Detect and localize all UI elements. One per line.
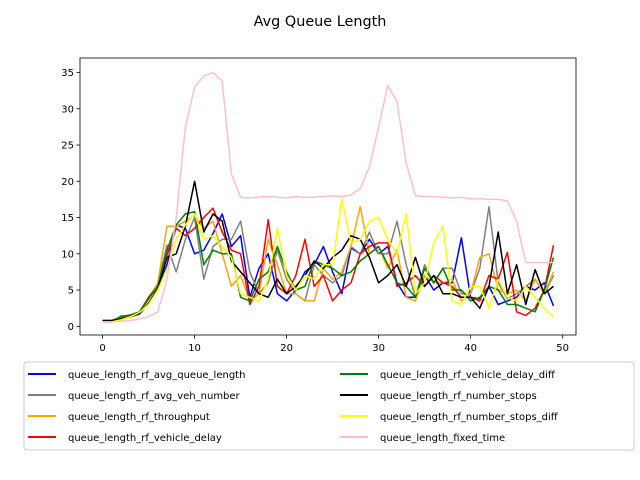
legend-label-4: queue_length_rf_vehicle_delay_diff [380, 370, 556, 381]
y-tick-label-7: 35 [61, 68, 74, 79]
y-tick-label-6: 30 [61, 104, 74, 115]
series-line-4 [102, 210, 555, 323]
x-tick-label-5: 50 [556, 343, 569, 354]
y-tick-label-0: 0 [68, 322, 74, 333]
axes-layer: 0 10 20 30 40 50 0 5 10 15 20 25 30 35 [61, 68, 569, 354]
series-layer [102, 71, 555, 324]
series-line-6 [102, 198, 555, 323]
y-tick-label-2: 10 [61, 249, 74, 260]
x-tick-label-0: 0 [99, 343, 105, 354]
series-line-7 [102, 71, 554, 324]
y-tick-label-4: 20 [61, 177, 74, 188]
legend-label-1: queue_length_rf_avg_veh_number [68, 391, 241, 402]
y-tick-label-5: 25 [61, 141, 74, 152]
x-tick-label-3: 30 [372, 343, 385, 354]
series-line-3 [102, 207, 555, 322]
y-tick-label-1: 5 [68, 286, 74, 297]
series-line-1 [102, 205, 555, 322]
legend-label-6: queue_length_rf_number_stops_diff [380, 412, 559, 423]
legend-label-0: queue_length_rf_avg_queue_length [68, 370, 245, 381]
plot-frame [79, 57, 577, 336]
x-tick-label-2: 20 [280, 343, 293, 354]
x-tick-label-4: 40 [464, 343, 477, 354]
series-line-5 [102, 180, 554, 322]
y-tick-label-3: 15 [61, 213, 74, 224]
chart-title: Avg Queue Length [254, 14, 387, 30]
legend-label-5: queue_length_rf_number_stops [380, 391, 537, 402]
series-line-2 [102, 205, 555, 323]
legend-box [23, 361, 635, 451]
legend-label-3: queue_length_rf_vehicle_delay [68, 433, 222, 444]
x-tick-label-1: 10 [188, 343, 201, 354]
legend-label-2: queue_length_rf_throughput [68, 412, 210, 423]
legend: queue_length_rf_avg_queue_length queue_le… [23, 361, 635, 451]
legend-label-7: queue_length_fixed_time [380, 433, 505, 444]
